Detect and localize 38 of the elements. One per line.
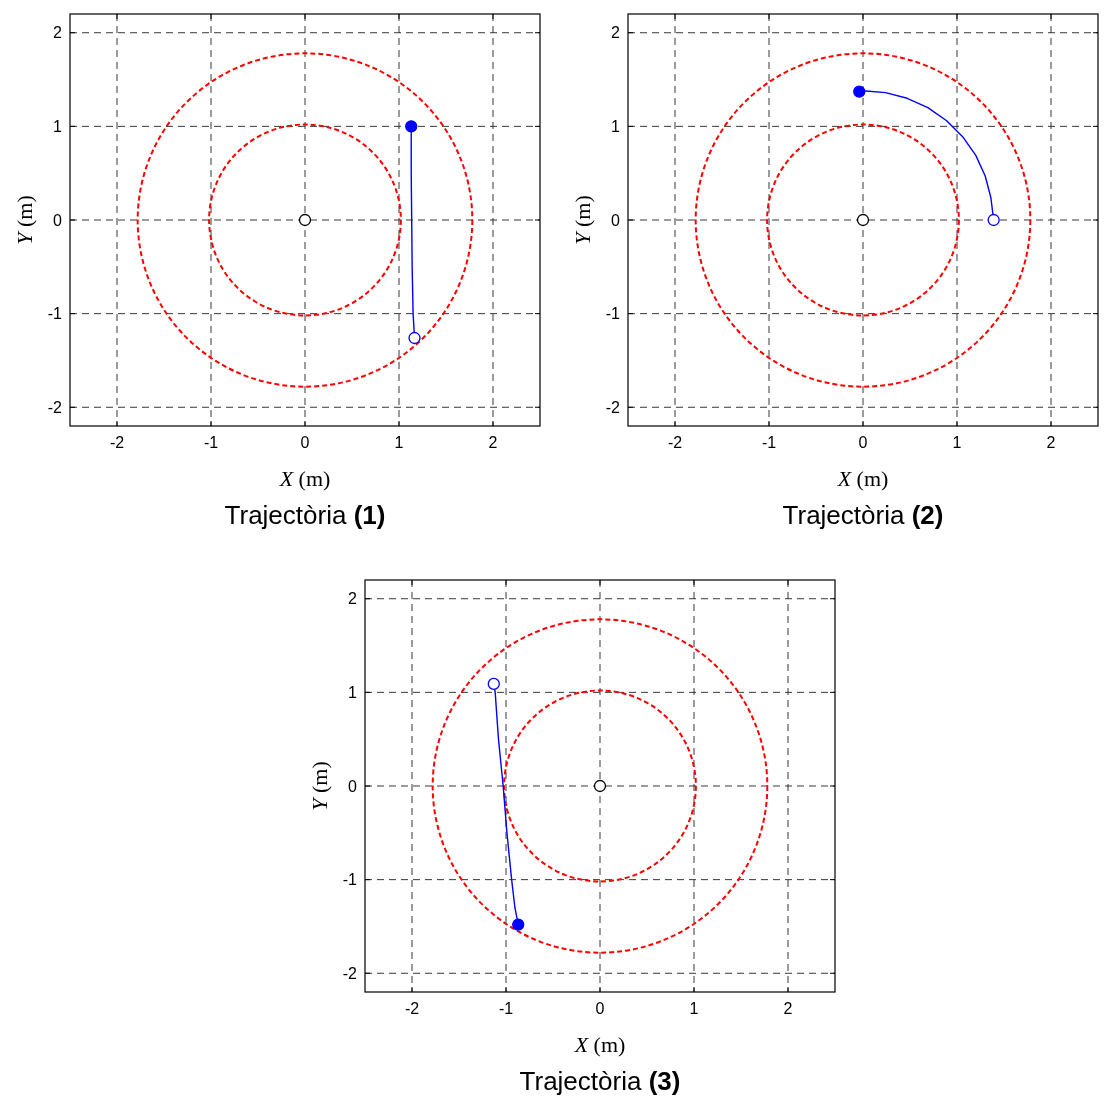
x-tick-label: 0 [300,434,310,451]
y-tick-label: -1 [605,305,621,323]
text: Trajectòria (1) [224,500,386,530]
y-tick-label: 1 [611,117,621,135]
x-axis-title: X (m) [836,466,889,491]
x-tick-label: 1 [952,434,962,451]
x-tick-label: -1 [203,434,219,451]
x-tick-label: 0 [858,434,868,451]
x-axis-title: X (m) [573,1032,626,1057]
x-tick-label: -2 [404,1000,420,1017]
x-tick-label: 2 [783,1000,793,1017]
x-tick-label: 2 [488,434,498,451]
x-tick-label: -1 [761,434,777,451]
y-axis-title: Y (m) [570,195,595,245]
x-axis-title: X (m) [278,466,331,491]
y-tick-label: 1 [348,683,358,701]
text: Trajectòria (2) [782,500,944,530]
x-tick-label: -2 [667,434,683,451]
y-tick-label: -2 [47,398,63,416]
x-tick-label: -1 [498,1000,514,1017]
y-axis-title: Y (m) [307,761,332,811]
y-tick-label: -1 [47,305,63,323]
x-tick-label: -2 [109,434,125,451]
y-tick-label: 1 [53,117,63,135]
x-tick-label: 1 [394,434,404,451]
y-tick-label: -2 [605,398,621,416]
y-tick-label: -2 [342,964,358,982]
y-tick-label: 2 [53,24,63,42]
y-tick-label: 2 [611,24,621,42]
y-tick-label: 0 [611,211,621,229]
y-tick-label: 2 [348,590,358,608]
y-tick-label: 0 [348,777,358,795]
x-tick-label: 1 [689,1000,699,1017]
x-tick-label: 2 [1046,434,1056,451]
y-tick-label: -1 [342,871,358,889]
text: Trajectòria (3) [519,1066,681,1096]
y-tick-label: 0 [53,211,63,229]
y-axis-title: Y (m) [12,195,37,245]
